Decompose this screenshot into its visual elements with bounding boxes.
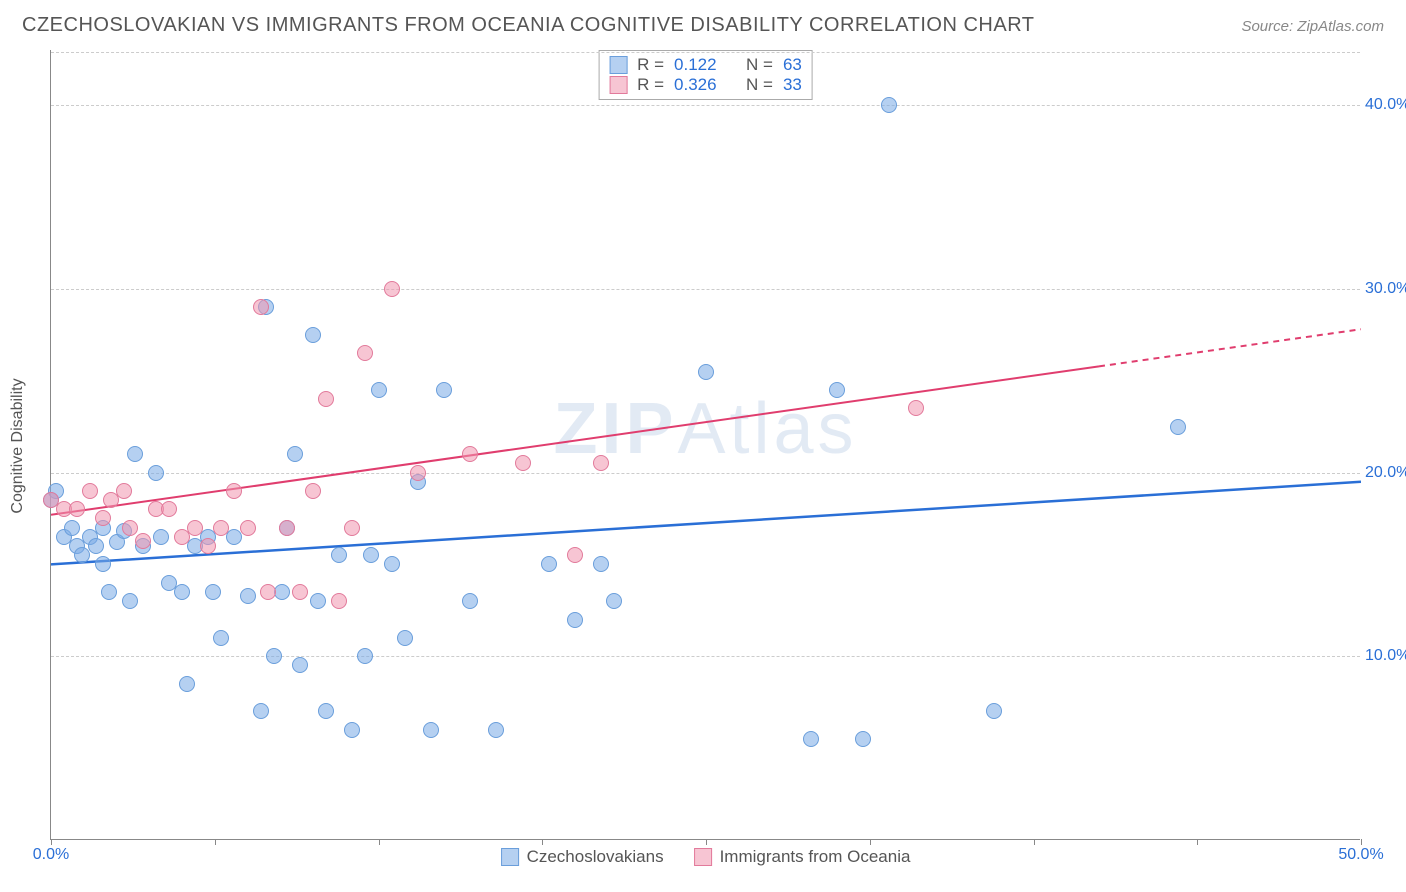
data-point-czech — [881, 97, 897, 113]
data-point-czech — [240, 588, 256, 604]
data-point-czech — [64, 520, 80, 536]
x-tick-label: 50.0% — [1338, 846, 1383, 864]
data-point-oceania — [161, 501, 177, 517]
data-point-czech — [153, 529, 169, 545]
data-point-czech — [541, 556, 557, 572]
data-point-czech — [488, 722, 504, 738]
data-point-czech — [331, 547, 347, 563]
data-point-oceania — [226, 483, 242, 499]
swatch-oceania — [694, 848, 712, 866]
data-point-czech — [253, 703, 269, 719]
data-point-oceania — [357, 345, 373, 361]
data-point-oceania — [82, 483, 98, 499]
data-point-czech — [179, 676, 195, 692]
data-point-oceania — [240, 520, 256, 536]
legend-label-oceania: Immigrants from Oceania — [720, 847, 911, 867]
legend-item-czech: Czechoslovakians — [501, 847, 664, 867]
data-point-czech — [305, 327, 321, 343]
data-point-oceania — [187, 520, 203, 536]
trend-lines — [51, 50, 1361, 840]
data-point-oceania — [410, 465, 426, 481]
scatter-plot: ZIPAtlas R = 0.122 N = 63 R = 0.326 N = … — [50, 50, 1360, 840]
data-point-oceania — [292, 584, 308, 600]
data-point-czech — [205, 584, 221, 600]
data-point-oceania — [135, 533, 151, 549]
data-point-oceania — [331, 593, 347, 609]
data-point-oceania — [515, 455, 531, 471]
data-point-oceania — [122, 520, 138, 536]
data-point-czech — [593, 556, 609, 572]
data-point-oceania — [567, 547, 583, 563]
y-axis-label: Cognitive Disability — [9, 378, 27, 513]
data-point-czech — [384, 556, 400, 572]
data-point-czech — [829, 382, 845, 398]
data-point-oceania — [116, 483, 132, 499]
data-point-czech — [986, 703, 1002, 719]
data-point-czech — [855, 731, 871, 747]
data-point-czech — [292, 657, 308, 673]
data-point-oceania — [318, 391, 334, 407]
data-point-oceania — [305, 483, 321, 499]
data-point-czech — [1170, 419, 1186, 435]
chart-title: CZECHOSLOVAKIAN VS IMMIGRANTS FROM OCEAN… — [22, 14, 1035, 37]
data-point-czech — [101, 584, 117, 600]
data-point-oceania — [384, 281, 400, 297]
data-point-czech — [462, 593, 478, 609]
data-point-czech — [213, 630, 229, 646]
data-point-oceania — [69, 501, 85, 517]
data-point-czech — [397, 630, 413, 646]
x-tick-label: 0.0% — [33, 846, 69, 864]
data-point-czech — [371, 382, 387, 398]
data-point-czech — [122, 593, 138, 609]
data-point-czech — [318, 703, 334, 719]
data-point-oceania — [593, 455, 609, 471]
data-point-oceania — [908, 400, 924, 416]
y-tick-label: 20.0% — [1365, 464, 1406, 482]
series-legend: Czechoslovakians Immigrants from Oceania — [501, 847, 911, 867]
data-point-oceania — [253, 299, 269, 315]
data-point-czech — [357, 648, 373, 664]
swatch-czech — [501, 848, 519, 866]
y-tick-label: 30.0% — [1365, 280, 1406, 298]
legend-item-oceania: Immigrants from Oceania — [694, 847, 911, 867]
data-point-oceania — [95, 510, 111, 526]
x-tick — [1361, 839, 1362, 845]
data-point-oceania — [260, 584, 276, 600]
data-point-czech — [174, 584, 190, 600]
data-point-czech — [310, 593, 326, 609]
data-point-oceania — [462, 446, 478, 462]
data-point-oceania — [344, 520, 360, 536]
data-point-czech — [344, 722, 360, 738]
legend-label-czech: Czechoslovakians — [527, 847, 664, 867]
data-point-czech — [287, 446, 303, 462]
data-point-czech — [567, 612, 583, 628]
data-point-czech — [266, 648, 282, 664]
data-point-czech — [88, 538, 104, 554]
data-point-czech — [698, 364, 714, 380]
y-tick-label: 10.0% — [1365, 647, 1406, 665]
data-point-czech — [127, 446, 143, 462]
data-point-czech — [423, 722, 439, 738]
y-tick-label: 40.0% — [1365, 96, 1406, 114]
data-point-oceania — [279, 520, 295, 536]
source-label: Source: ZipAtlas.com — [1241, 18, 1384, 35]
data-point-oceania — [213, 520, 229, 536]
data-point-czech — [363, 547, 379, 563]
data-point-czech — [606, 593, 622, 609]
data-point-czech — [95, 556, 111, 572]
data-point-czech — [436, 382, 452, 398]
data-point-czech — [803, 731, 819, 747]
data-point-czech — [148, 465, 164, 481]
data-point-oceania — [200, 538, 216, 554]
